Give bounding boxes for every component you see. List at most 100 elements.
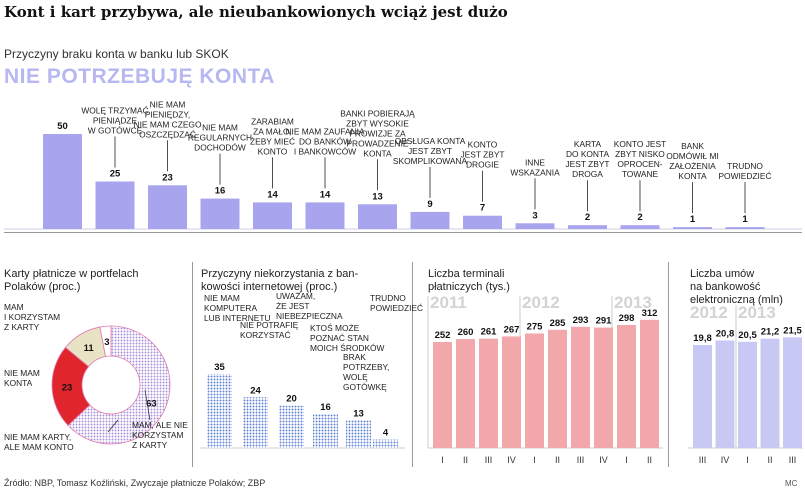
category-label: KARTA DO KONTA JEST ZBYT DROGA xyxy=(565,139,609,179)
data-label: 19,8 xyxy=(693,333,712,344)
ebanking-chart-title: Liczba umów na bankowość elektroniczną (… xyxy=(690,268,800,307)
bar xyxy=(525,333,544,448)
slice-value: 3 xyxy=(104,337,109,348)
title-line: elektroniczną (mln) xyxy=(690,294,783,306)
category-label: WOLĘ TRZYMAĆ PIENIĄDZE W GOTÓWCE xyxy=(81,106,148,136)
category-label: BANK ODMÓWIŁ MI ZAŁOŻENIA KONTA xyxy=(666,141,719,181)
divider xyxy=(668,262,669,467)
category-label: NIE MAM KOMPUTERA LUB INTERNETU xyxy=(204,293,271,323)
terminals-bar-chart: 2011 2012 2013252I260II261III267IV275I285I… xyxy=(427,293,663,465)
bar xyxy=(568,225,607,229)
internet-chart-title: Przyczyny niekorzystania z ban- kowości … xyxy=(201,268,381,294)
divider xyxy=(192,262,193,467)
bar xyxy=(620,225,660,229)
data-label: 7 xyxy=(480,203,485,214)
bar xyxy=(253,202,292,229)
data-label: 2 xyxy=(585,212,590,223)
data-label: 16 xyxy=(320,402,331,413)
data-label: 13 xyxy=(353,409,364,420)
data-label: 50 xyxy=(57,121,68,132)
data-label: 20,5 xyxy=(738,330,757,341)
data-label: 293 xyxy=(573,315,589,326)
tick-label: III xyxy=(789,455,797,465)
data-label: 14 xyxy=(267,189,278,200)
bar xyxy=(148,185,187,229)
donut-slice xyxy=(67,325,171,445)
tick-label: I xyxy=(625,455,628,465)
bar xyxy=(43,134,82,229)
bar xyxy=(358,204,397,229)
source-note: Źródło: NBP, Tomasz Koźliński, Zwyczaje … xyxy=(4,478,266,488)
page-title: Kont i kart przybywa, ale nieubankowiony… xyxy=(4,3,508,21)
bar xyxy=(693,345,712,448)
main-chart-subtitle: Przyczyny braku konta w banku lub SKOK xyxy=(4,47,229,61)
bar xyxy=(617,324,636,448)
data-label: 298 xyxy=(619,313,635,324)
tick-label: II xyxy=(647,455,652,465)
category-label: TRUDNO POWIEDZIEĆ xyxy=(370,293,423,313)
leader-line xyxy=(144,389,151,421)
bar xyxy=(207,374,232,448)
slice-value: 23 xyxy=(62,382,73,393)
data-label: 275 xyxy=(527,321,544,332)
credit: MC xyxy=(785,479,798,488)
data-label: 312 xyxy=(642,308,658,319)
title-line: Przyczyny niekorzystania z ban- xyxy=(201,268,359,280)
year-label: 2011 xyxy=(430,293,467,312)
data-label: 1 xyxy=(690,214,696,225)
category-label: KONTO JEST ZBYT DROGIE xyxy=(460,140,504,170)
year-label: 2012 xyxy=(522,293,560,312)
cards-donut-chart: 63 23 11 3 MAM I KORZYSTAM Z KARTY NIE MAM KONTA… xyxy=(4,302,188,452)
data-label: 21,2 xyxy=(761,327,780,338)
bar xyxy=(200,198,240,229)
category-label: BANKI POBIERAJĄ ZBYT WYSOKIE PROWIZJE ZA PR… xyxy=(340,108,415,158)
data-label: 14 xyxy=(320,189,331,200)
bar xyxy=(515,223,555,229)
data-label: 285 xyxy=(550,318,567,329)
bar xyxy=(95,181,135,229)
bar xyxy=(783,337,802,448)
bar xyxy=(410,211,450,229)
tick-label: I xyxy=(746,455,749,465)
tick-label: III xyxy=(485,455,493,465)
bar xyxy=(456,339,475,448)
leader-line xyxy=(107,419,119,433)
tick-label: IV xyxy=(599,455,608,465)
title-line: na bankowość xyxy=(690,281,761,293)
category-label: UWAŻAM, ŻE JEST NIEBEZPIECZNA xyxy=(276,291,343,321)
category-label: INNE WSKAZANIA xyxy=(510,157,560,177)
data-label: 9 xyxy=(427,199,432,210)
data-label: 35 xyxy=(214,362,225,373)
bar xyxy=(373,439,398,448)
tick-label: II xyxy=(767,455,772,465)
year-label: 2013 xyxy=(614,293,652,312)
title-line: płatniczych (tys.) xyxy=(428,281,510,293)
title-line: Liczba terminali xyxy=(428,268,505,280)
tick-label: IV xyxy=(507,455,516,465)
data-label: 3 xyxy=(532,210,537,221)
cards-chart-title: Karty płatnicze w portfelach Polaków (pr… xyxy=(4,268,139,293)
category-label: NIE MAM PIENIĘDZY, NIE MAM CZEGO OSZCZĘDZAĆ xyxy=(134,99,202,139)
divider xyxy=(412,262,413,467)
category-label: NIE MAM ZAUFANIA DO BANKÓW I BANKOWCÓW xyxy=(285,126,365,156)
data-label: 2 xyxy=(637,212,642,223)
category-label: NIE MAM REGULARNYCH DOCHODÓW xyxy=(188,123,252,153)
data-label: 267 xyxy=(504,324,520,335)
tick-label: II xyxy=(555,455,560,465)
category-label: KTOŚ MOŻE POZNAĆ STAN MOICH ŚRODKÓW xyxy=(310,322,385,353)
data-label: 20 xyxy=(286,394,297,405)
data-label: 252 xyxy=(435,330,451,341)
tick-label: IV xyxy=(721,455,730,465)
data-label: 260 xyxy=(458,327,474,338)
year-label: 2012 xyxy=(690,303,728,322)
data-label: 1 xyxy=(742,214,748,225)
slice-label: MAM I KORZYSTAM Z KARTY xyxy=(4,302,60,332)
slice-label: NIE MAM KARTY, ALE MAM KONTO xyxy=(4,432,74,452)
tick-label: III xyxy=(699,455,707,465)
year-label: 2013 xyxy=(738,303,776,322)
bar xyxy=(760,338,780,448)
bar xyxy=(594,327,613,448)
data-label: 20,8 xyxy=(716,329,735,340)
